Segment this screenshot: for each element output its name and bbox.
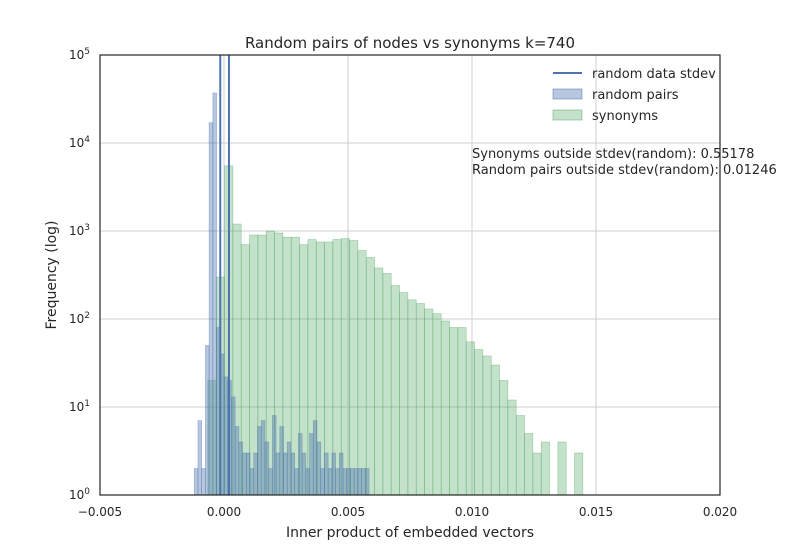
random-pairs-bar: [335, 468, 340, 496]
legend-random-swatch: [552, 88, 583, 100]
random-pairs-bar: [342, 468, 348, 496]
stdev-lines: [219, 55, 230, 495]
plot-frame: [99, 54, 721, 496]
random-pairs-bar: [316, 441, 322, 496]
synonyms-bar: [432, 313, 442, 496]
random-pairs-bar: [246, 452, 251, 496]
random-pairs-bar: [249, 468, 255, 496]
random-pairs-bar: [357, 468, 362, 496]
synonyms-bar: [349, 240, 359, 496]
random-pairs-bar: [234, 426, 240, 496]
random-pairs-bar: [365, 468, 370, 496]
synonyms-bar: [490, 364, 500, 496]
synonyms-bar: [482, 355, 492, 496]
synonyms-bar: [449, 327, 459, 496]
random-pairs-bar: [361, 468, 366, 496]
synonyms-bar: [440, 320, 450, 496]
legend: random data stdev random pairs synonyms: [552, 67, 716, 124]
random-pairs-bar: [212, 92, 217, 496]
y-tick-label: 102: [69, 311, 90, 326]
random-pairs-bar: [312, 420, 318, 496]
x-tick-label: 0.015: [579, 505, 613, 519]
y-axis-label: Frequency (log): [44, 220, 60, 329]
synonyms-bar: [415, 303, 425, 496]
random-pairs-bar: [346, 468, 351, 496]
random-pairs-bar: [298, 433, 303, 496]
synonyms-bar: [457, 327, 467, 496]
synonyms-bar: [465, 341, 475, 496]
x-axis-label: Inner product of embedded vectors: [286, 525, 534, 541]
synonyms-bar: [574, 452, 584, 496]
random-pairs-bars: [193, 92, 370, 496]
random-pairs-bar: [309, 433, 314, 496]
legend-synonyms-swatch: [552, 109, 583, 121]
random-pairs-bar: [286, 441, 292, 496]
random-pairs-bar: [331, 452, 336, 496]
synonyms-bar: [474, 349, 484, 496]
y-tick-label: 105: [69, 47, 90, 62]
random-pairs-bar: [283, 452, 288, 496]
synonyms-bar: [357, 250, 367, 496]
random-pairs-bar: [264, 441, 269, 496]
synonyms-bar: [382, 273, 392, 496]
x-tick-label: 0.000: [207, 505, 241, 519]
random-pairs-bar: [193, 468, 199, 496]
y-tick-label: 100: [69, 487, 90, 502]
y-tick-labels: 100 101 102 103 104 105: [69, 47, 90, 502]
annotation-random-outside: Random pairs outside stdev(random): 0.01…: [472, 163, 777, 178]
legend-label-synonyms: synonyms: [592, 109, 658, 124]
random-pairs-bar: [350, 468, 355, 496]
y-tick-label: 104: [69, 135, 90, 150]
x-tick-label: 0.005: [331, 505, 365, 519]
synonyms-bar: [365, 257, 375, 496]
chart-title: Random pairs of nodes vs synonyms k=740: [245, 34, 575, 52]
random-pairs-bar: [279, 426, 284, 496]
random-pairs-bar: [223, 376, 229, 496]
random-pairs-bar: [339, 452, 344, 496]
random-pairs-bar: [205, 345, 210, 496]
random-pairs-bar: [208, 122, 214, 496]
random-pairs-bar: [253, 452, 258, 496]
x-tick-label: 0.020: [703, 505, 737, 519]
synonyms-bar: [424, 308, 434, 496]
synonyms-bar: [507, 399, 517, 496]
synonyms-bar: [374, 267, 384, 496]
random-pairs-bar: [231, 396, 236, 496]
legend-label-random: random pairs: [592, 88, 679, 103]
x-tick-labels: −0.005 0.000 0.005 0.010 0.015 0.020: [78, 505, 737, 519]
random-pairs-bar: [242, 452, 247, 496]
random-pairs-bar: [275, 452, 281, 496]
synonyms-bar: [532, 452, 542, 496]
legend-label-stdev: random data stdev: [592, 67, 716, 82]
synonyms-bar: [540, 441, 550, 496]
x-tick-label: −0.005: [78, 505, 122, 519]
x-tick-label: 0.010: [455, 505, 489, 519]
random-pairs-bar: [301, 452, 307, 496]
random-pairs-bar: [272, 415, 277, 496]
synonyms-bar: [499, 380, 509, 496]
y-tick-label: 101: [69, 399, 90, 414]
random-pairs-bar: [260, 420, 266, 496]
synonyms-bar: [515, 415, 525, 496]
annotation-synonyms-outside: Synonyms outside stdev(random): 0.55178: [472, 147, 754, 162]
synonyms-bar: [557, 441, 567, 496]
synonyms-bar: [407, 299, 417, 496]
random-pairs-bar: [257, 426, 262, 496]
random-pairs-bar: [305, 468, 310, 496]
random-pairs-bar: [324, 452, 329, 496]
random-pairs-bar: [197, 420, 202, 496]
random-pairs-bar: [238, 441, 243, 496]
random-pairs-bar: [327, 468, 333, 496]
random-pairs-bar: [268, 468, 273, 496]
random-pairs-bar: [290, 452, 295, 496]
synonyms-bar: [524, 433, 534, 496]
synonyms-bar: [399, 292, 409, 496]
random-pairs-bar: [320, 468, 325, 496]
random-pairs-bar: [353, 468, 359, 496]
y-tick-label: 103: [69, 223, 90, 238]
random-pairs-bar: [201, 468, 206, 496]
random-pairs-bar: [294, 468, 299, 496]
synonyms-bar: [390, 285, 400, 496]
